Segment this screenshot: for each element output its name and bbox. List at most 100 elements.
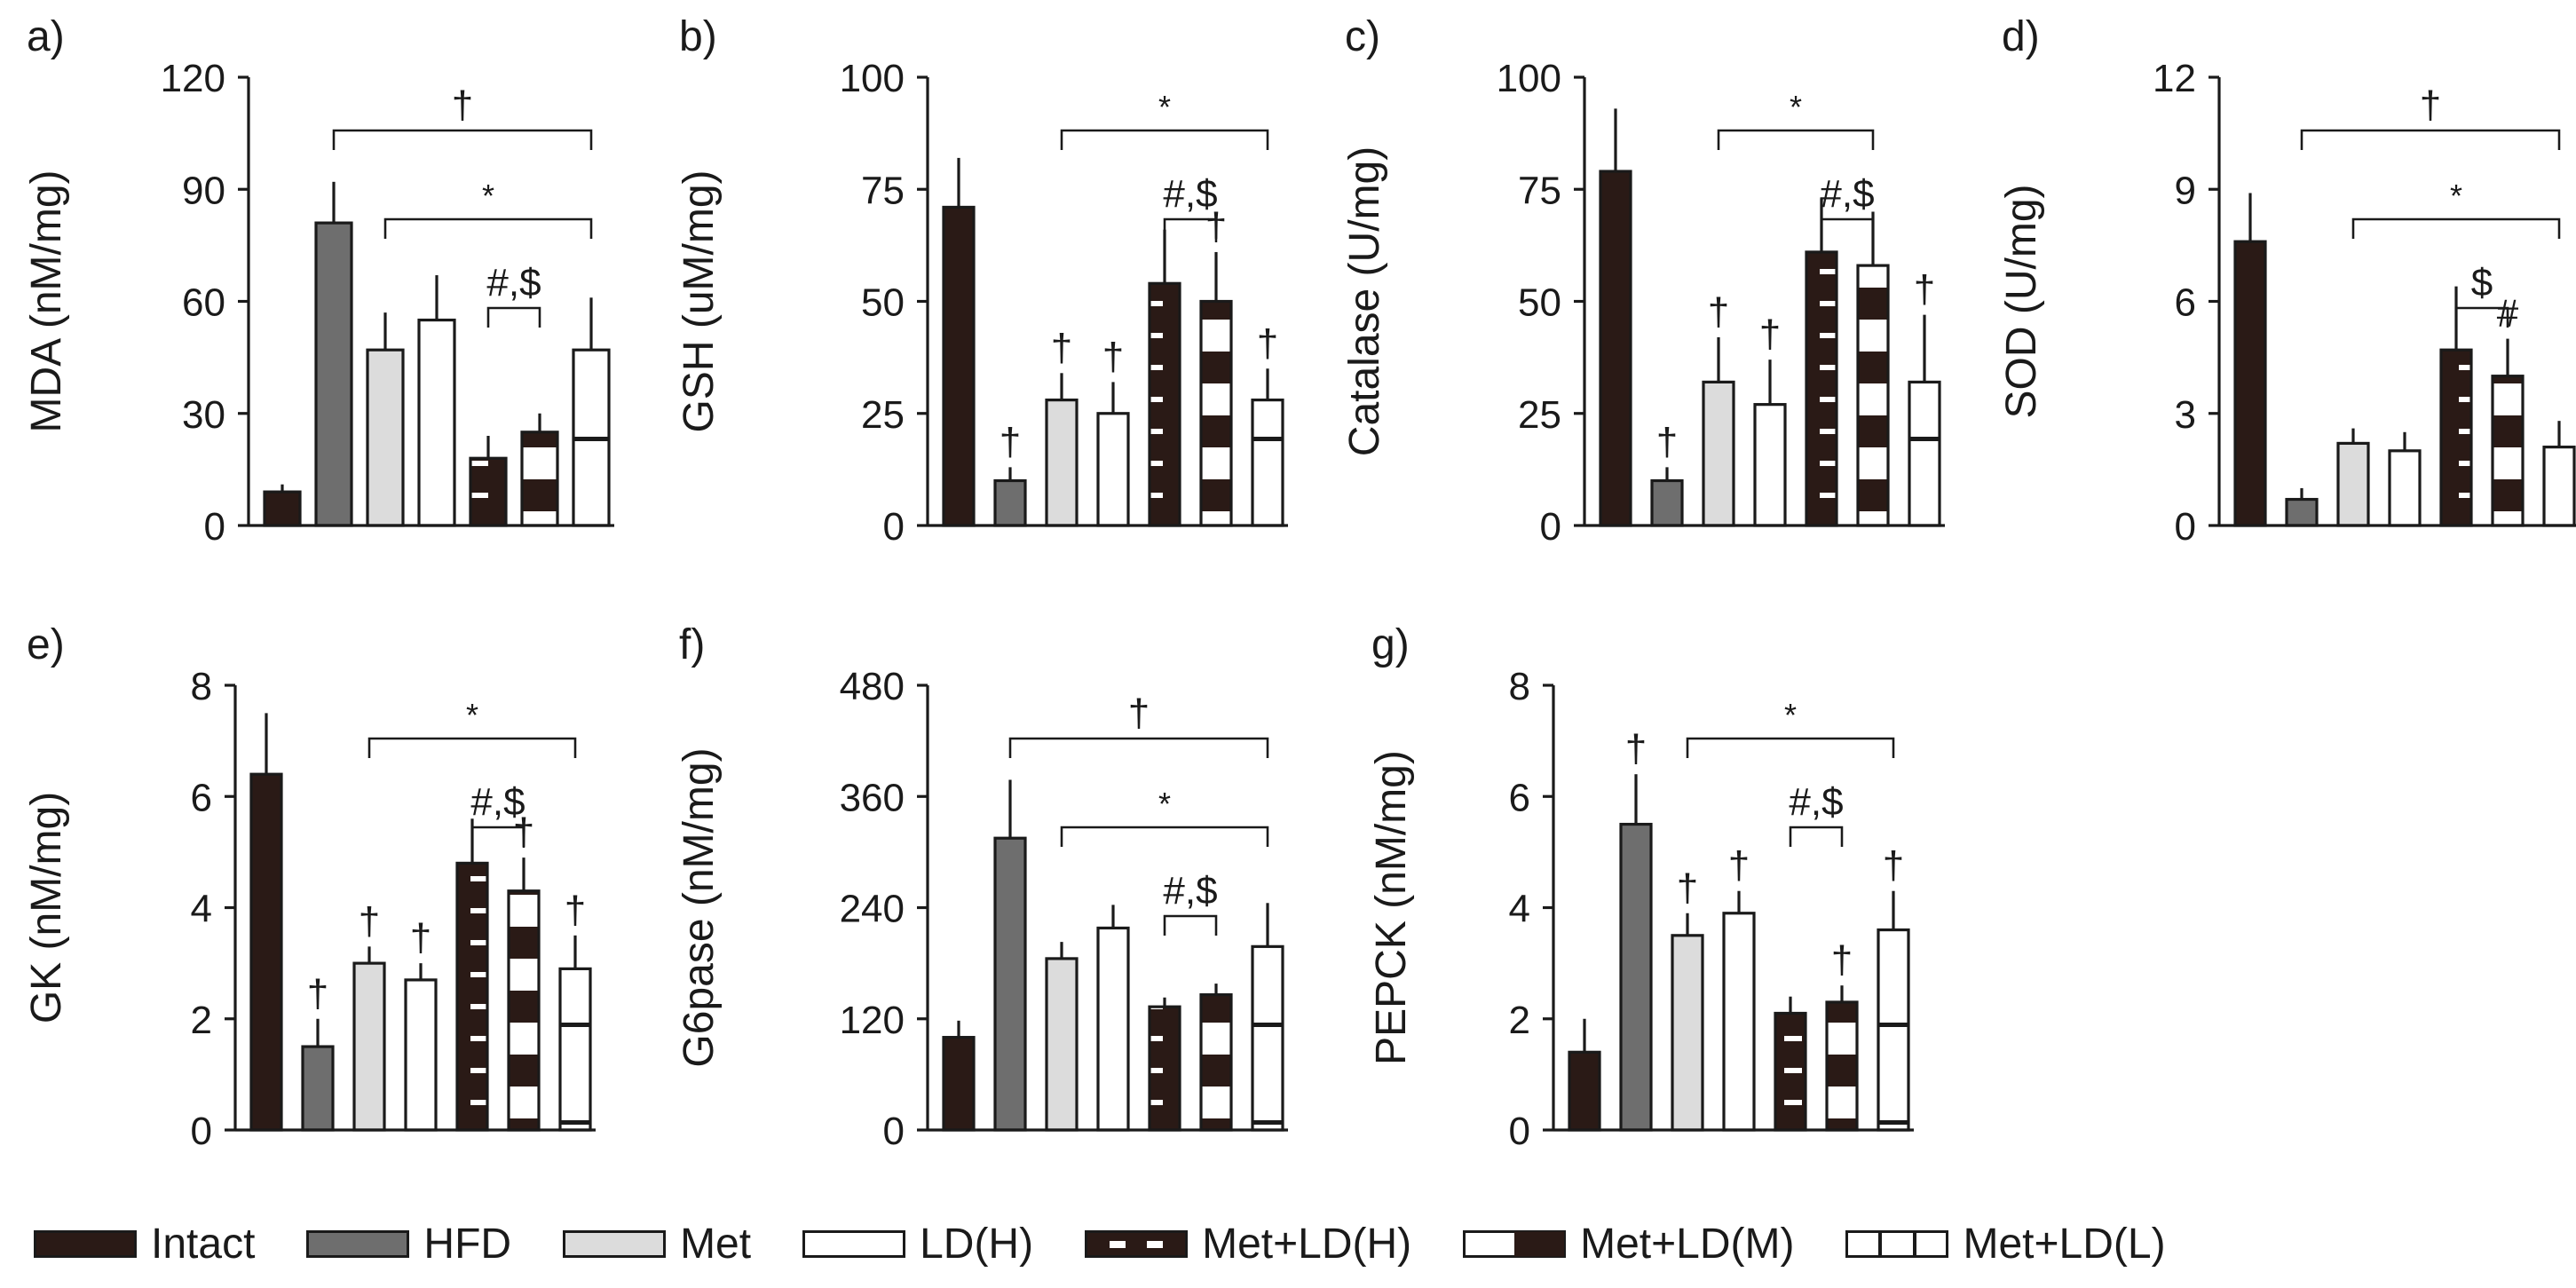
- legend-label-met-ld-h: Met+LD(H): [1202, 1220, 1412, 1268]
- panel-letter: d): [2002, 13, 2040, 60]
- bar-met-ld-h: [1774, 1011, 1807, 1132]
- bracket-label: #,$: [1789, 780, 1843, 824]
- significance-bracket: [1820, 217, 1875, 239]
- chart-panel-f: f) G6pase (nM/mg) 0 120 240 360 480 † * #,$: [676, 621, 1288, 1153]
- y-tick-label: 0: [2175, 505, 2196, 549]
- bar-met-ld-l: [2542, 446, 2576, 527]
- bar-met-ld-l: [1908, 380, 1941, 527]
- bar-hfd: [1619, 822, 1653, 1132]
- bracket-label: $: [2471, 261, 2493, 304]
- bracket-label: #,$: [1163, 869, 1217, 913]
- significance-bracket: [383, 217, 593, 239]
- bar-intact: [2233, 240, 2267, 527]
- panel-letter: b): [679, 13, 717, 60]
- bar-ld-h: [1096, 926, 1130, 1132]
- bracket-label: †: [2420, 83, 2441, 127]
- significance-mark: †: [1000, 420, 1021, 463]
- bar-met-ld-m: [1199, 993, 1233, 1132]
- bar-met-ld-h: [455, 861, 489, 1132]
- bar-met-ld-l: [572, 348, 611, 527]
- y-tick-label: 50: [1518, 281, 1561, 325]
- y-tick-label: 25: [1518, 393, 1561, 437]
- significance-mark: †: [410, 916, 431, 960]
- y-tick-label: 120: [161, 57, 225, 100]
- y-axis-label: MDA (nM/mg): [23, 170, 70, 432]
- significance-mark: †: [1708, 290, 1729, 334]
- panel-letter: f): [679, 621, 705, 668]
- bar-met-ld-l: [1251, 944, 1284, 1132]
- significance-mark: †: [1914, 268, 1935, 312]
- chart-panel-a: a) MDA (nM/mg) 0 30 60 90 120 † * #,$: [23, 13, 614, 549]
- y-tick-label: 25: [861, 393, 905, 437]
- significance-mark: †: [1728, 844, 1750, 888]
- bracket-label: *: [2450, 178, 2462, 214]
- bar-met-ld-m: [520, 431, 559, 527]
- y-tick-label: 9: [2175, 169, 2196, 212]
- panel-letter: g): [1371, 621, 1410, 668]
- legend-item-met-ld-l: Met+LD(L): [1845, 1220, 2166, 1268]
- y-tick-label: 100: [840, 57, 905, 100]
- significance-bracket: [1163, 217, 1218, 239]
- y-tick-label: 8: [1509, 665, 1530, 708]
- y-tick-label: 60: [182, 281, 225, 325]
- significance-mark: †: [565, 889, 586, 932]
- bar-met-ld-m: [1199, 299, 1233, 527]
- legend: Intact HFD Met LD(H) Met+LD(H) Met+LD(M)…: [34, 1214, 2555, 1273]
- y-tick-label: 480: [840, 665, 905, 708]
- bar-met: [1702, 380, 1735, 527]
- legend-item-intact: Intact: [34, 1220, 255, 1268]
- legend-label-met-ld-l: Met+LD(L): [1963, 1220, 2166, 1268]
- bar-intact: [942, 205, 976, 527]
- y-tick-label: 2: [1509, 999, 1530, 1042]
- significance-bracket: [2454, 306, 2509, 328]
- bar-intact: [942, 1036, 976, 1132]
- significance-mark: †: [1051, 326, 1072, 369]
- bracket-label: #,$: [1163, 172, 1217, 216]
- bar-met-ld-h: [1805, 250, 1838, 527]
- legend-label-intact: Intact: [151, 1220, 256, 1268]
- y-tick-label: 0: [883, 1110, 905, 1153]
- bracket-label: *: [482, 178, 494, 214]
- bracket-label: *: [1790, 89, 1802, 125]
- bracket-label: #,$: [470, 780, 525, 824]
- legend-label-ld-h: LD(H): [920, 1220, 1034, 1268]
- bar-met-ld-h: [1148, 281, 1181, 527]
- bracket-label: †: [1128, 691, 1150, 735]
- panel-letter: a): [27, 13, 65, 60]
- bar-met: [1045, 957, 1079, 1132]
- y-tick-label: 75: [861, 169, 905, 212]
- y-tick-label: 0: [1509, 1110, 1530, 1153]
- significance-bracket: [1060, 129, 1269, 150]
- legend-item-met-ld-m: Met+LD(M): [1463, 1220, 1794, 1268]
- y-tick-label: 100: [1497, 57, 1561, 100]
- bar-met-ld-l: [1877, 928, 1910, 1132]
- significance-bracket: [1008, 737, 1269, 758]
- y-tick-label: 0: [204, 505, 225, 549]
- significance-bracket: [2351, 217, 2561, 239]
- bar-ld-h: [1722, 912, 1756, 1132]
- bar-ld-h: [1753, 403, 1787, 527]
- significance-mark: †: [1677, 866, 1698, 910]
- y-tick-label: 360: [840, 776, 905, 819]
- y-tick-label: 8: [191, 665, 212, 708]
- legend-swatch-met-ld-l: [1845, 1229, 1949, 1258]
- bar-met: [2336, 441, 2370, 527]
- y-axis-label: GSH (uM/mg): [676, 170, 723, 432]
- significance-mark: †: [1656, 420, 1678, 463]
- legend-swatch-intact: [34, 1229, 137, 1258]
- bar-ld-h: [2388, 449, 2422, 527]
- significance-mark: †: [1625, 727, 1647, 770]
- bracket-label: *: [1784, 697, 1797, 733]
- bar-met-ld-m: [507, 889, 541, 1132]
- bar-intact: [249, 772, 283, 1132]
- y-tick-label: 240: [840, 888, 905, 931]
- legend-label-hfd: HFD: [423, 1220, 512, 1268]
- significance-bracket: [486, 306, 541, 328]
- chart-panel-g: g) PEPCK (nM/mg) † † † † † 0 2 4 6 8 * #,$: [1368, 621, 1914, 1153]
- bar-ld-h: [1096, 412, 1130, 527]
- significance-mark: †: [359, 899, 380, 943]
- chart-panel-c: c) Catalase (U/mg) † † † † 0 25 50 75 100 * #,$: [1341, 13, 1945, 549]
